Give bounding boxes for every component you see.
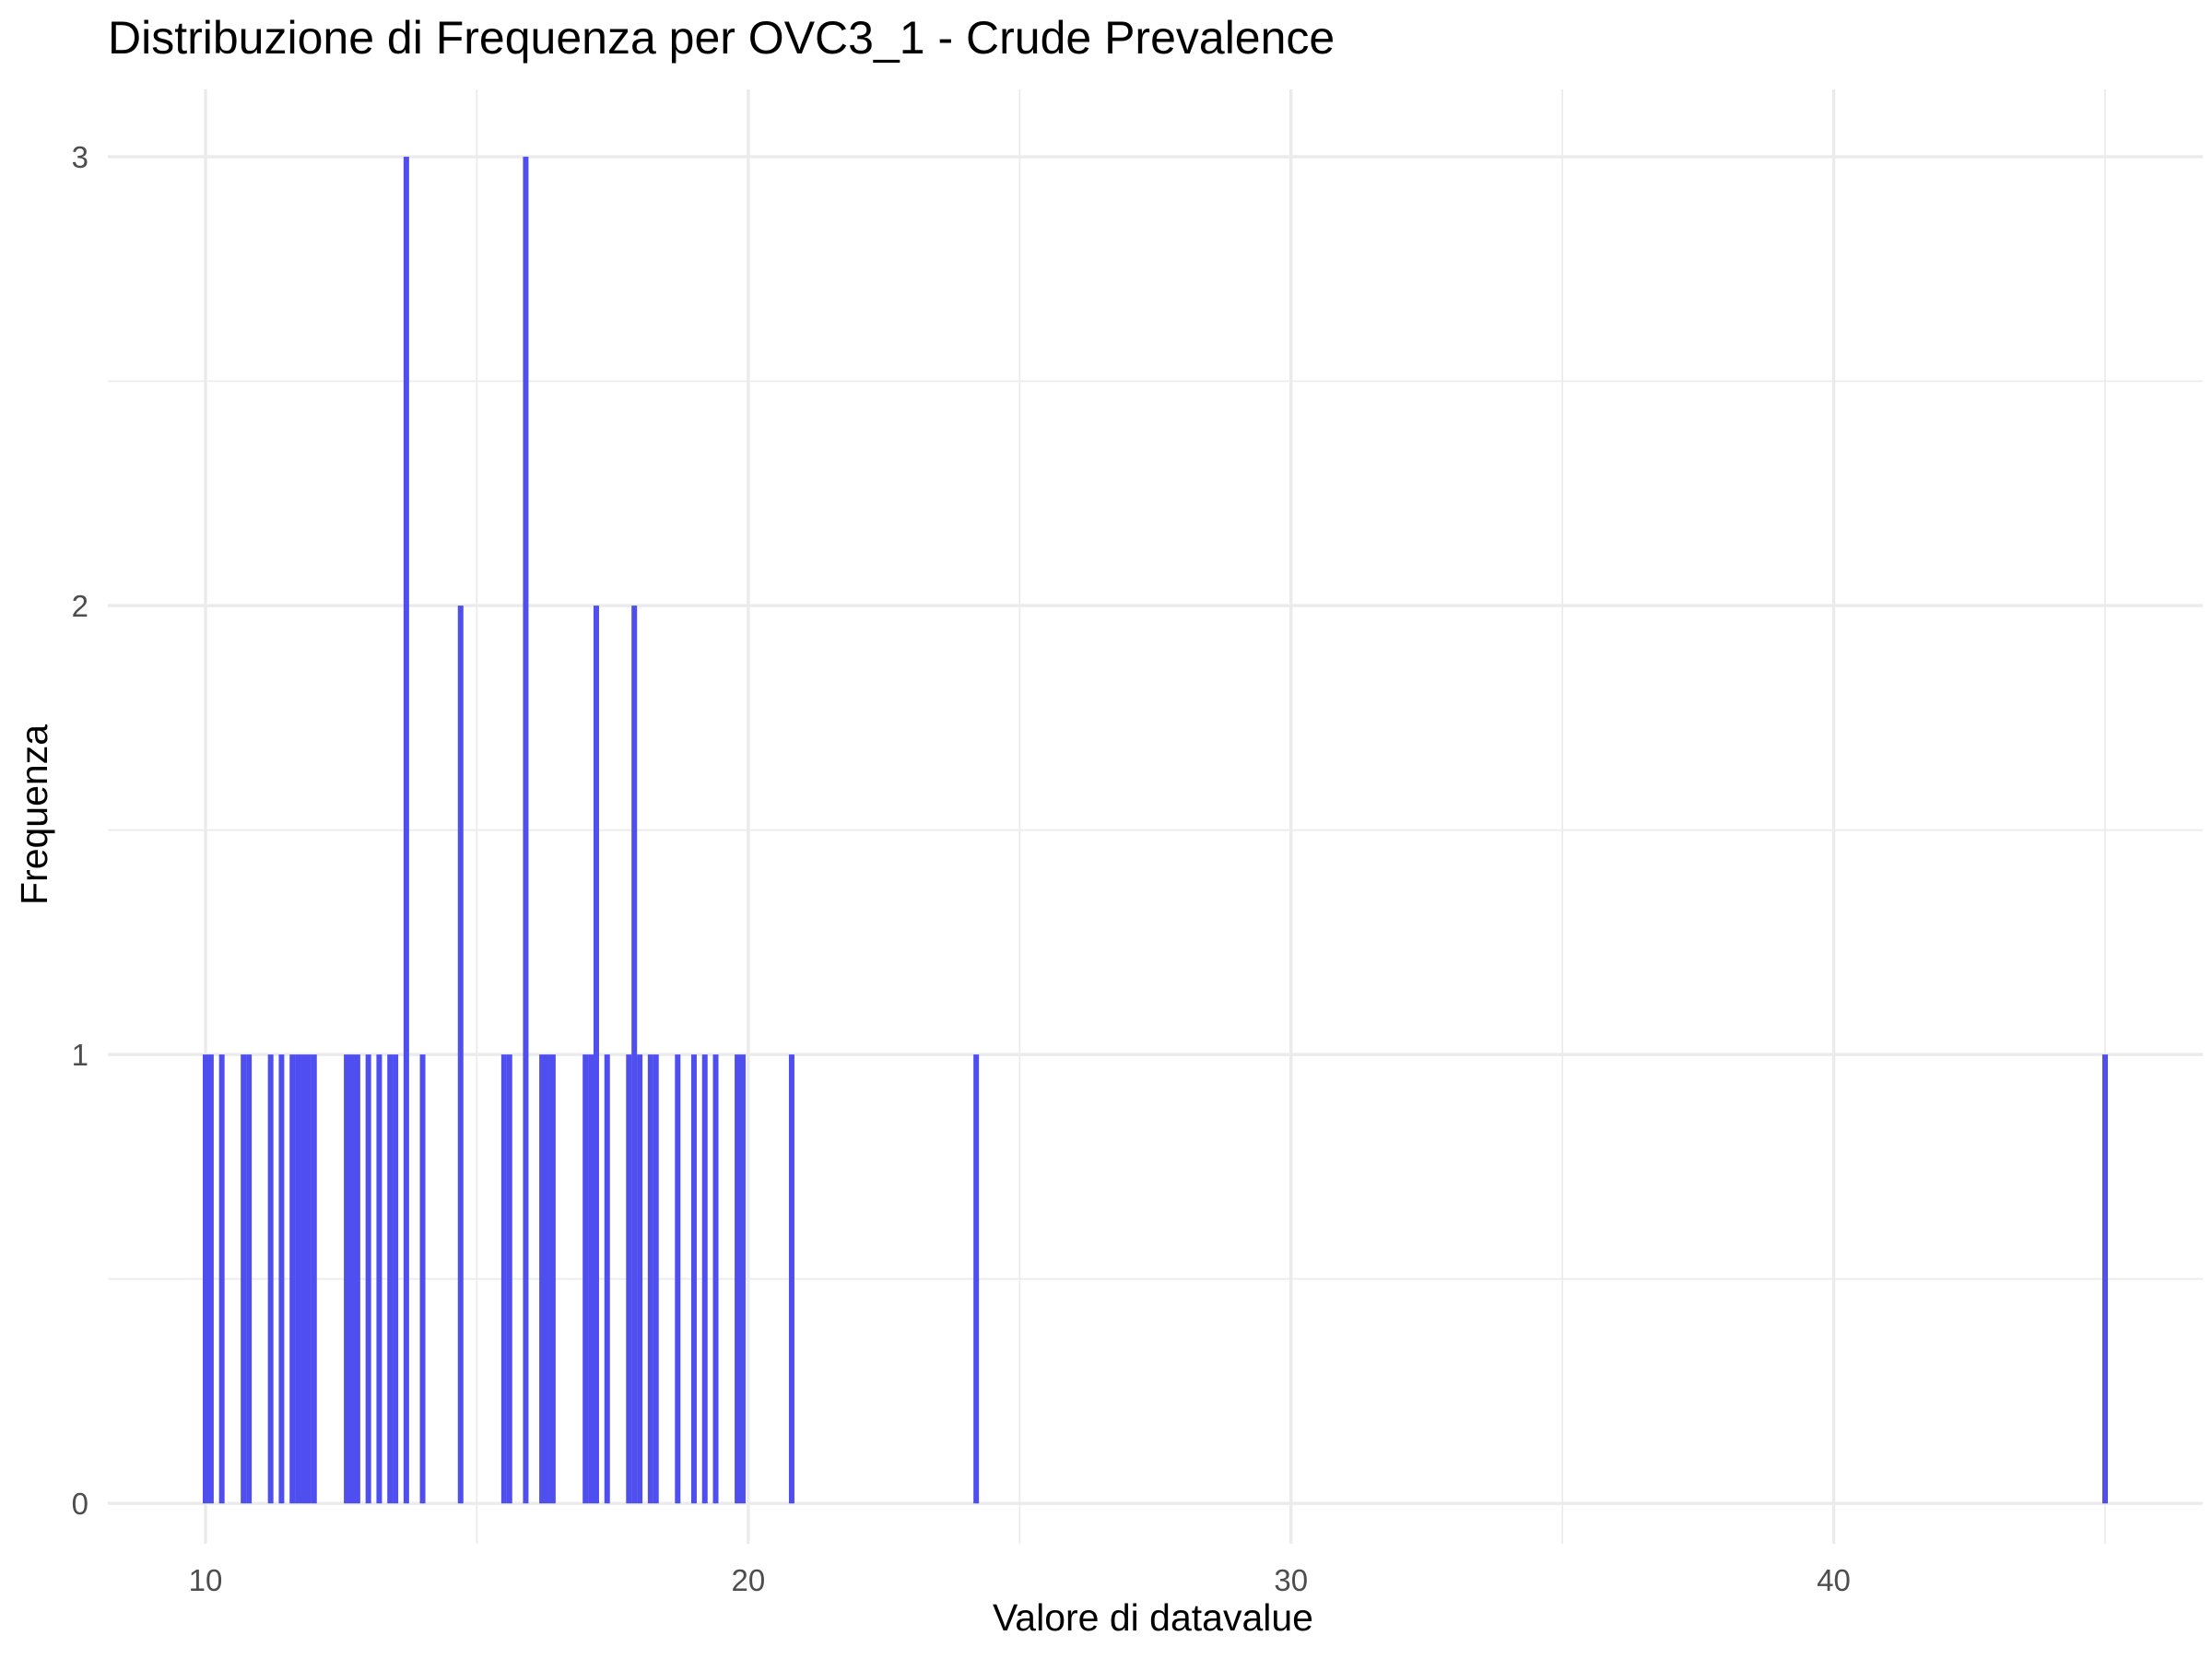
histogram-bars [202, 157, 2109, 1504]
histogram-bar [500, 1054, 507, 1504]
histogram-bar [973, 1054, 980, 1504]
y-axis-ticks: 0 1 2 3 [72, 140, 88, 1521]
histogram-bar [278, 1054, 285, 1504]
histogram-bar [2102, 1054, 2109, 1504]
histogram-bar [631, 606, 638, 1504]
histogram-bar [739, 1054, 746, 1504]
histogram-bar [549, 1054, 556, 1504]
x-tick-label: 20 [731, 1563, 765, 1597]
x-axis-ticks: 10 20 30 40 [189, 1563, 1851, 1597]
chart-title: Distribuzione di Frequenza per OVC3_1 - … [108, 12, 1335, 64]
histogram-bar [588, 1054, 594, 1504]
histogram-bar [218, 1054, 225, 1504]
histogram-bar [289, 1054, 296, 1504]
histogram-bar [344, 1054, 350, 1504]
histogram-bar [647, 1054, 653, 1504]
x-tick-label: 10 [189, 1563, 223, 1597]
histogram-bar [582, 1054, 589, 1504]
histogram-bar [506, 1054, 512, 1504]
histogram-bar [701, 1054, 708, 1504]
histogram-bar [207, 1054, 214, 1504]
histogram-bar [788, 1054, 794, 1504]
histogram-bar [305, 1054, 312, 1504]
grid-lines [108, 89, 2203, 1544]
histogram-bar [300, 1054, 306, 1504]
histogram-bar [735, 1054, 741, 1504]
histogram-bar [593, 606, 599, 1504]
histogram-bar [354, 1054, 360, 1504]
x-axis-title: Valore di datavalue [993, 1596, 1313, 1639]
histogram-bar [637, 1054, 643, 1504]
histogram-bar [604, 1054, 610, 1504]
histogram-bar [393, 1054, 399, 1504]
y-tick-label: 1 [72, 1038, 88, 1072]
y-tick-label: 2 [72, 589, 88, 623]
x-tick-label: 40 [1817, 1563, 1851, 1597]
histogram-bar [653, 1054, 659, 1504]
histogram-bar [712, 1054, 719, 1504]
histogram-bar [523, 157, 529, 1504]
histogram-bar [387, 1054, 394, 1504]
histogram-bar [403, 157, 409, 1504]
histogram-bar [544, 1054, 550, 1504]
y-tick-label: 3 [72, 140, 88, 174]
y-axis-title: Frequenza [13, 724, 55, 905]
histogram-bar [311, 1054, 317, 1504]
histogram-bar [365, 1054, 371, 1504]
histogram-bar [419, 1054, 426, 1504]
histogram-bar [690, 1054, 697, 1504]
histogram-bar [202, 1054, 208, 1504]
histogram-bar [267, 1054, 274, 1504]
y-tick-label: 0 [72, 1487, 88, 1521]
histogram-bar [295, 1054, 301, 1504]
histogram-bar [539, 1054, 546, 1504]
histogram-bar [675, 1054, 681, 1504]
histogram-bar [457, 606, 464, 1504]
histogram-bar [246, 1054, 253, 1504]
histogram-bar [376, 1054, 382, 1504]
histogram-bar [626, 1054, 632, 1504]
histogram-bar [241, 1054, 247, 1504]
histogram-bar [348, 1054, 355, 1504]
x-tick-label: 30 [1274, 1563, 1308, 1597]
